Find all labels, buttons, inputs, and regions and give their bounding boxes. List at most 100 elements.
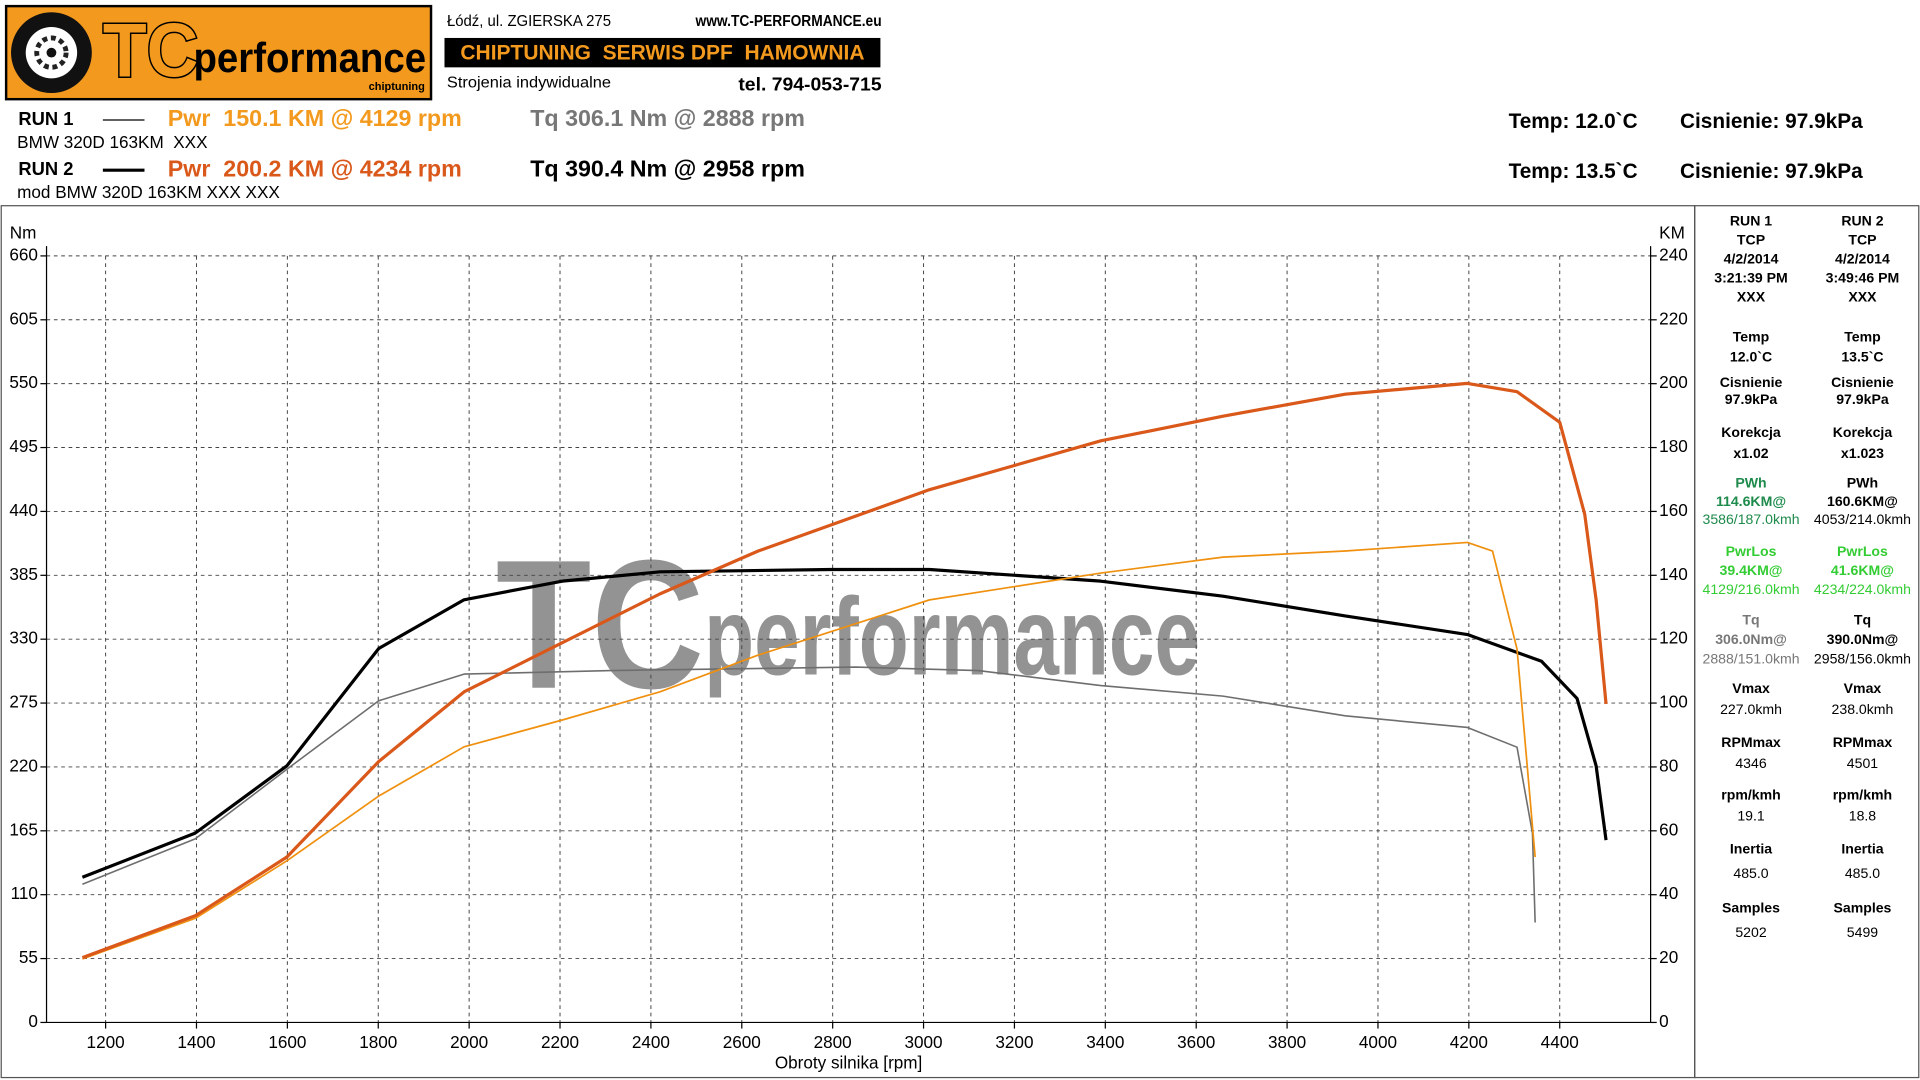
y2-tick-label: 40 <box>1659 883 1678 903</box>
run-pressure: Cisnienie: 97.9kPa <box>1680 110 1863 133</box>
side-panel-text: rpm/kmh <box>1721 787 1780 803</box>
side-panel-text: Temp <box>1733 329 1770 345</box>
x-tick-label: 3200 <box>995 1032 1033 1052</box>
logo-performance: performance <box>193 34 426 81</box>
y2-tick-label: 60 <box>1659 819 1678 839</box>
side-panel-text: Inertia <box>1730 841 1772 857</box>
logo: TC performance chiptuning <box>4 4 433 101</box>
power-torque-curve <box>81 567 1608 879</box>
y-tick-label: 55 <box>19 947 38 967</box>
side-panel-text: RUN 2 <box>1841 212 1883 228</box>
side-panel-text: Tq <box>1854 612 1871 628</box>
x-tick-label: 1400 <box>177 1032 215 1052</box>
side-panel-text: x1.02 <box>1733 445 1768 461</box>
side-panel-text: 3:21:39 PM <box>1714 269 1788 285</box>
tagline: Strojenia indywidualne <box>447 74 611 91</box>
x-tick-label: 1800 <box>359 1032 397 1052</box>
side-panel-text: XXX <box>1737 288 1766 304</box>
side-panel-text: TCP <box>1737 231 1765 247</box>
x-tick-label: 4200 <box>1450 1032 1488 1052</box>
logo-tc: TC <box>103 8 199 93</box>
side-panel-text: Vmax <box>1732 680 1770 696</box>
side-panel-text: 306.0Nm@ <box>1715 631 1787 647</box>
side-panel-text: 3:49:46 PM <box>1826 269 1900 285</box>
side-panel-text: 4346 <box>1735 755 1766 771</box>
y2-tick-label: 0 <box>1659 1011 1669 1031</box>
y-tick-label: 660 <box>9 244 38 264</box>
side-panel-text: 13.5`C <box>1841 348 1883 364</box>
y-tick-label: 440 <box>9 500 38 520</box>
y2-tick-label: 120 <box>1659 628 1688 648</box>
y-tick-label: 605 <box>9 308 38 328</box>
side-panel-text: Cisnienie <box>1720 374 1783 390</box>
side-panel-text: Korekcja <box>1721 424 1781 440</box>
x-tick-label: 2600 <box>723 1032 761 1052</box>
side-panel-text: x1.023 <box>1841 445 1884 461</box>
side-panel-text: Cisnienie <box>1831 374 1894 390</box>
y-axis-label: Nm <box>10 222 37 242</box>
power-torque-curve <box>82 541 1536 960</box>
side-panel-text: TCP <box>1848 231 1876 247</box>
y2-tick-label: 100 <box>1659 692 1688 712</box>
side-panel-text: 41.6KM@ <box>1831 562 1894 578</box>
side-panel-text: 4/2/2014 <box>1724 250 1779 266</box>
side-panel-text: XXX <box>1848 288 1877 304</box>
y-tick-label: 550 <box>9 372 38 392</box>
side-panel-text: Korekcja <box>1833 424 1893 440</box>
side-panel-text: Tq <box>1742 612 1759 628</box>
x-tick-label: 1600 <box>268 1032 306 1052</box>
side-panel-text: RPMmax <box>1721 734 1781 750</box>
run-label: RUN 1 <box>18 108 73 129</box>
logo-turbo-blades <box>34 35 69 70</box>
side-panel-text: Samples <box>1833 899 1891 915</box>
side-panel-text: 485.0 <box>1733 865 1768 881</box>
side-panel-text: 5499 <box>1847 924 1878 940</box>
x-tick-label: 3000 <box>904 1032 942 1052</box>
x-tick-label: 4000 <box>1359 1032 1397 1052</box>
side-panel-text: Inertia <box>1841 841 1883 857</box>
x-tick-label: 2200 <box>541 1032 579 1052</box>
run-desc: mod BMW 320D 163KM XXX XXX <box>17 182 280 202</box>
side-panel-text: Temp <box>1844 329 1881 345</box>
website: www.TC-PERFORMANCE.eu <box>695 13 882 30</box>
y2-tick-label: 140 <box>1659 564 1688 584</box>
y-tick-label: 110 <box>11 883 38 903</box>
logo-sub: chiptuning <box>369 81 425 93</box>
side-panel-text: 238.0kmh <box>1832 701 1894 717</box>
banner-box <box>444 37 881 68</box>
y2-axis-label: KM <box>1659 222 1685 242</box>
phone: tel. 794-053-715 <box>738 74 881 95</box>
side-panel-text: PwrLos <box>1837 543 1888 559</box>
side-panel-text: 3586/187.0kmh <box>1702 511 1799 527</box>
side-panel-text: rpm/kmh <box>1833 787 1892 803</box>
x-tick-label: 1200 <box>87 1032 125 1052</box>
run-pressure: Cisnienie: 97.9kPa <box>1680 160 1863 183</box>
y-tick-label: 385 <box>9 564 38 584</box>
side-panel-text: 114.6KM@ <box>1716 493 1786 509</box>
side-panel-text: PwrLos <box>1726 543 1777 559</box>
side-panel-text: 4234/224.0kmh <box>1814 581 1911 597</box>
run-torque: Tq 306.1 Nm @ 2888 rpm <box>530 105 805 131</box>
logo-turbo-hub <box>46 47 57 58</box>
side-panel-text: PWh <box>1847 474 1878 490</box>
x-tick-label: 2800 <box>814 1032 852 1052</box>
side-panel-text: RUN 1 <box>1730 212 1772 228</box>
side-panel-frame <box>1694 205 1920 1079</box>
side-panel-text: 4501 <box>1847 755 1878 771</box>
side-panel-text: 4053/214.0kmh <box>1814 511 1911 527</box>
y-tick-label: 0 <box>28 1011 38 1031</box>
side-panel-text: PWh <box>1735 474 1766 490</box>
banner: CHIPTUNING SERWIS DPF HAMOWNIA <box>460 41 864 64</box>
side-panel-text: 97.9kPa <box>1725 391 1778 407</box>
side-panel-text: 97.9kPa <box>1836 391 1889 407</box>
run-power: Pwr 200.2 KM @ 4234 rpm <box>168 155 462 181</box>
y2-tick-label: 200 <box>1659 372 1688 392</box>
side-panel-text: Samples <box>1722 899 1780 915</box>
y-tick-label: 220 <box>9 755 38 775</box>
y-tick-label: 330 <box>9 628 38 648</box>
y2-tick-label: 160 <box>1659 500 1688 520</box>
x-axis-label: Obroty silnika [rpm] <box>775 1053 923 1073</box>
run-desc: BMW 320D 163KM XXX <box>17 132 208 152</box>
